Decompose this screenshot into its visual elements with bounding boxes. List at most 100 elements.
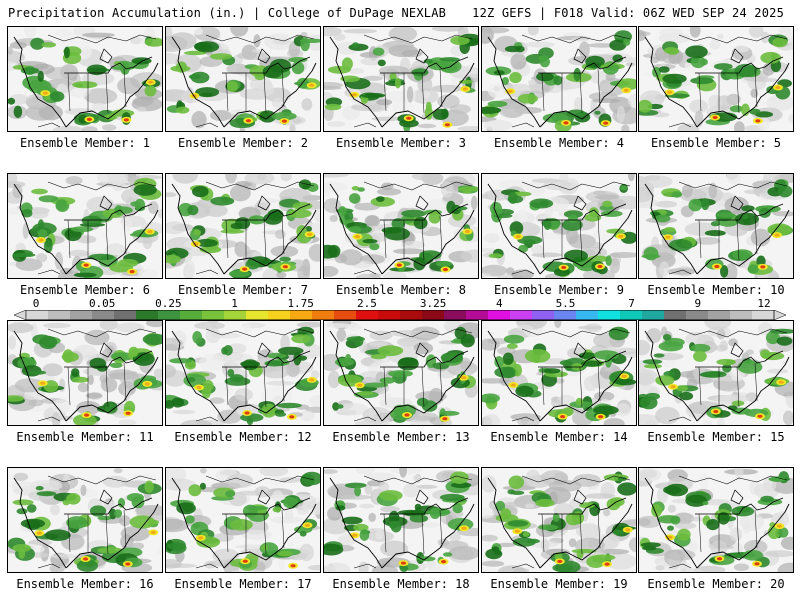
precip-map-7	[166, 174, 320, 278]
ensemble-member-label: Ensemble Member: 4	[493, 136, 625, 150]
colorbar-swatch	[180, 310, 203, 320]
colorbar-border	[25, 310, 775, 320]
run-info: 12Z GEFS | F018 Valid: 06Z WED SEP 24 20…	[472, 6, 784, 20]
ensemble-member-label: Ensemble Member: 20	[647, 577, 785, 591]
precip-map-5	[639, 27, 793, 131]
precip-map-13	[324, 321, 478, 425]
colorbar-swatch	[708, 310, 731, 320]
ensemble-member-label: Ensemble Member: 6	[19, 283, 151, 297]
colorbar-tick-label: 2.5	[356, 297, 377, 310]
colorbar-tick-labels: 0 0.05 0.25 1 1.75 2.5 3.25 4 5.5 7 9 12	[0, 297, 800, 311]
precip-map-6	[8, 174, 162, 278]
ensemble-member-map-8	[323, 173, 479, 279]
colorbar-swatch	[246, 310, 269, 320]
precip-map-19	[482, 468, 636, 572]
ensemble-member-label: Ensemble Member: 13	[332, 430, 470, 444]
colorbar-swatch	[268, 310, 291, 320]
colorbar-swatch	[378, 310, 401, 320]
ensemble-member-map-10	[638, 173, 794, 279]
ensemble-member-label: Ensemble Member: 3	[335, 136, 467, 150]
colorbar-swatch	[532, 310, 555, 320]
precip-map-17	[166, 468, 320, 572]
colorbar-swatch	[400, 310, 423, 320]
ensemble-member-label: Ensemble Member: 8	[335, 283, 467, 297]
ensemble-member-map-13	[323, 320, 479, 426]
colorbar-swatch	[686, 310, 709, 320]
ensemble-member-label: Ensemble Member: 2	[177, 136, 309, 150]
colorbar-swatch	[70, 310, 93, 320]
precip-map-3	[324, 27, 478, 131]
colorbar-swatch	[290, 310, 313, 320]
colorbar-swatch	[466, 310, 489, 320]
ensemble-member-map-6	[7, 173, 163, 279]
precip-map-10	[639, 174, 793, 278]
ensemble-member-map-20	[638, 467, 794, 573]
ensemble-member-label: Ensemble Member: 9	[493, 283, 625, 297]
ensemble-member-label: Ensemble Member: 5	[650, 136, 782, 150]
ensemble-member-label: Ensemble Member: 18	[332, 577, 470, 591]
ensemble-member-label: Ensemble Member: 1	[19, 136, 151, 150]
ensemble-member-map-15	[638, 320, 794, 426]
ensemble-member-map-2	[165, 26, 321, 132]
ensemble-member-label: Ensemble Member: 16	[16, 577, 154, 591]
ensemble-member-map-1	[7, 26, 163, 132]
precip-map-12	[166, 321, 320, 425]
ensemble-member-label: Ensemble Member: 15	[647, 430, 785, 444]
ensemble-member-map-14	[481, 320, 637, 426]
colorbar-swatch	[730, 310, 753, 320]
colorbar-swatch	[598, 310, 621, 320]
precip-map-14	[482, 321, 636, 425]
colorbar-swatch	[224, 310, 247, 320]
colorbar-swatch	[510, 310, 533, 320]
colorbar-swatch	[92, 310, 115, 320]
ensemble-member-map-3	[323, 26, 479, 132]
colorbar-swatch	[488, 310, 511, 320]
colorbar-swatch	[312, 310, 335, 320]
colorbar-swatch	[48, 310, 71, 320]
precip-map-16	[8, 468, 162, 572]
colorbar-tick-label: 3.25	[419, 297, 447, 310]
colorbar-swatch	[334, 310, 357, 320]
colorbar-swatch	[444, 310, 467, 320]
colorbar-tick-label: 4	[495, 297, 503, 310]
colorbar-tick-label: 0	[32, 297, 40, 310]
precip-map-9	[482, 174, 636, 278]
colorbar-swatch	[422, 310, 445, 320]
colorbar-tick-label: 0.25	[155, 297, 182, 310]
ensemble-member-map-19	[481, 467, 637, 573]
colorbar-swatch	[642, 310, 665, 320]
ensemble-member-map-5	[638, 26, 794, 132]
colorbar-swatch	[752, 310, 775, 320]
ensemble-member-map-11	[7, 320, 163, 426]
ensemble-member-label: Ensemble Member: 12	[174, 430, 312, 444]
colorbar-swatch	[202, 310, 225, 320]
colorbar-tick-label: 7	[628, 297, 635, 310]
ensemble-member-map-4	[481, 26, 637, 132]
colorbar-max-arrow	[773, 310, 786, 320]
ensemble-member-map-17	[165, 467, 321, 573]
precip-map-11	[8, 321, 162, 425]
precip-map-20	[639, 468, 793, 572]
precip-map-8	[324, 174, 478, 278]
colorbar-swatch	[554, 310, 577, 320]
colorbar-swatch	[26, 310, 49, 320]
colorbar-tick-label: 1.75	[287, 297, 314, 310]
ensemble-member-label: Ensemble Member: 7	[177, 283, 309, 297]
colorbar-swatch	[664, 310, 687, 320]
ensemble-member-map-16	[7, 467, 163, 573]
ensemble-member-label: Ensemble Member: 11	[16, 430, 154, 444]
ensemble-member-map-18	[323, 467, 479, 573]
colorbar-swatch	[576, 310, 599, 320]
precip-map-4	[482, 27, 636, 131]
colorbar-swatch	[356, 310, 379, 320]
colorbar-min-arrow	[14, 310, 27, 320]
colorbar-tick-label: 5.5	[555, 297, 576, 310]
ensemble-member-map-12	[165, 320, 321, 426]
ensemble-member-map-9	[481, 173, 637, 279]
precip-map-15	[639, 321, 793, 425]
colorbar	[14, 310, 786, 320]
precip-map-2	[166, 27, 320, 131]
colorbar-tick-label: 1	[231, 297, 238, 310]
ensemble-member-label: Ensemble Member: 19	[490, 577, 628, 591]
